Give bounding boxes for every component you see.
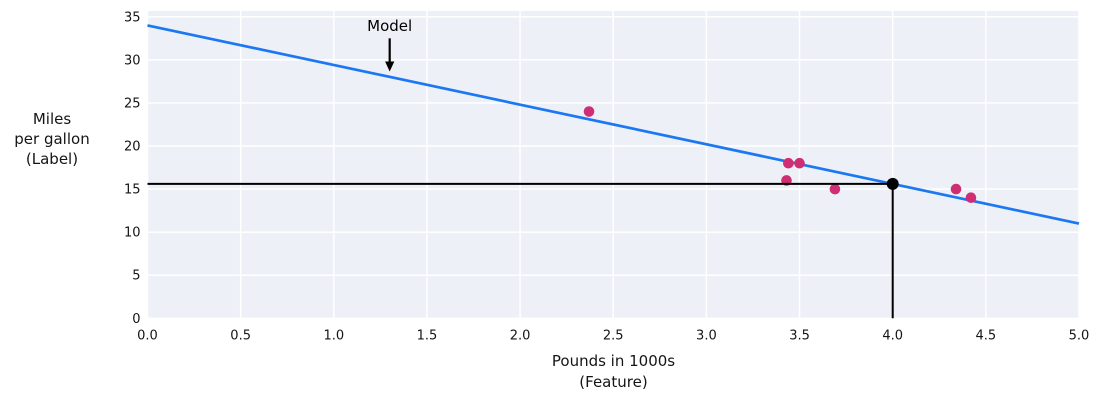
x-axis-label: Pounds in 1000s (Feature) xyxy=(551,352,676,391)
x-tick-label: 3.5 xyxy=(789,328,810,343)
y-tick-label: 20 xyxy=(124,139,141,154)
x-tick-label: 5.0 xyxy=(1069,328,1090,343)
data-point xyxy=(829,183,841,195)
y-tick-label: 35 xyxy=(124,10,141,25)
arrow-down-icon xyxy=(385,61,395,72)
y-tick-label: 5 xyxy=(132,269,140,284)
prediction-dot xyxy=(886,177,899,190)
x-tick-label: 0.0 xyxy=(137,328,158,343)
x-tick-label: 4.0 xyxy=(882,328,903,343)
y-tick-label: 0 xyxy=(132,312,140,327)
model-annotation-label: Model xyxy=(367,17,412,35)
x-tick-label: 3.0 xyxy=(696,328,717,343)
x-tick-label: 2.5 xyxy=(603,328,624,343)
data-point xyxy=(965,192,977,203)
data-point xyxy=(950,183,962,195)
x-tick-label: 1.0 xyxy=(323,328,344,343)
y-tick-label: 25 xyxy=(124,96,141,111)
data-point xyxy=(783,157,794,169)
data-point xyxy=(583,106,595,117)
x-tick-label: 0.5 xyxy=(230,328,251,343)
x-tick-label: 1.5 xyxy=(417,328,438,343)
data-point xyxy=(794,157,805,169)
x-tick-label: 4.5 xyxy=(976,328,997,343)
x-tick-label: 2.0 xyxy=(510,328,531,343)
y-tick-label: 30 xyxy=(124,53,141,68)
y-tick-label: 10 xyxy=(124,226,141,241)
model-line xyxy=(147,24,1080,225)
y-tick-label: 15 xyxy=(124,183,141,198)
y-axis-label: Miles per gallon (Label) xyxy=(14,110,90,168)
